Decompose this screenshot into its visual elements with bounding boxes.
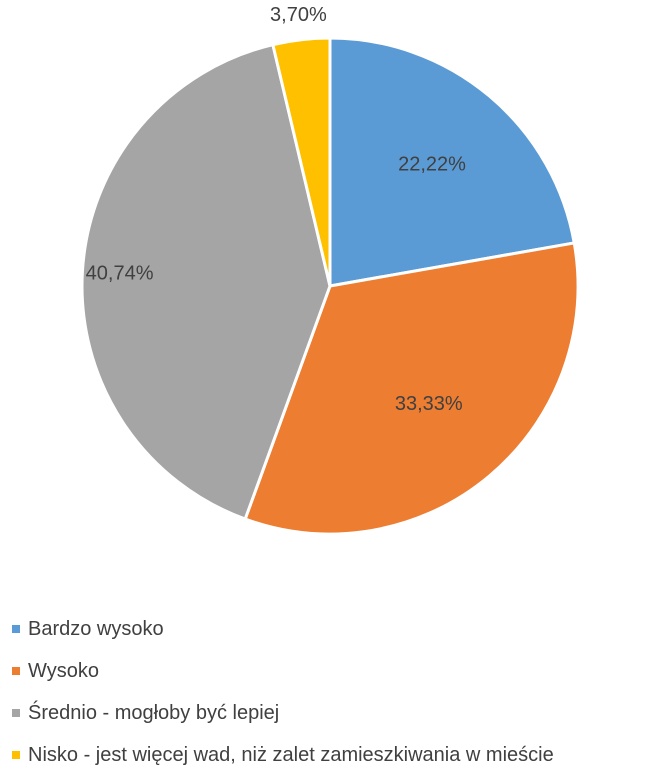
- legend-swatch-2: [12, 667, 20, 675]
- legend-item-2: Wysoko: [12, 650, 554, 692]
- legend-swatch-3: [12, 709, 20, 717]
- legend-item-1: Bardzo wysoko: [12, 608, 554, 650]
- data-label-2: 33,33%: [395, 393, 463, 415]
- pie-slices: [80, 36, 580, 536]
- pie-slice-3: [80, 43, 332, 521]
- legend-label-2: Wysoko: [28, 659, 99, 682]
- data-label-3: 40,74%: [86, 263, 154, 285]
- legend-swatch-4: [12, 751, 20, 759]
- legend-label-1: Bardzo wysoko: [28, 617, 164, 640]
- legend-swatch-1: [12, 625, 20, 633]
- data-label-4: 3,70%: [270, 4, 327, 26]
- data-label-1: 22,22%: [398, 153, 466, 175]
- pie-slice-2: [243, 241, 580, 536]
- pie-slice-4: [271, 36, 332, 288]
- pie-data-labels: 22,22% 33,33% 40,74% 3,70%: [86, 4, 466, 415]
- chart-legend: Bardzo wysoko Wysoko Średnio - mogłoby być…: [12, 608, 554, 776]
- legend-item-4: Nisko - jest więcej wad, niż zalet zamie…: [12, 734, 554, 776]
- legend-item-3: Średnio - mogłoby być lepiej: [12, 692, 554, 734]
- legend-label-3: Średnio - mogłoby być lepiej: [28, 701, 280, 724]
- legend-label-4: Nisko - jest więcej wad, niż zalet zamie…: [28, 743, 554, 766]
- pie-slice-1: [328, 36, 576, 288]
- pie-chart: 22,22% 33,33% 40,74% 3,70%: [80, 4, 580, 536]
